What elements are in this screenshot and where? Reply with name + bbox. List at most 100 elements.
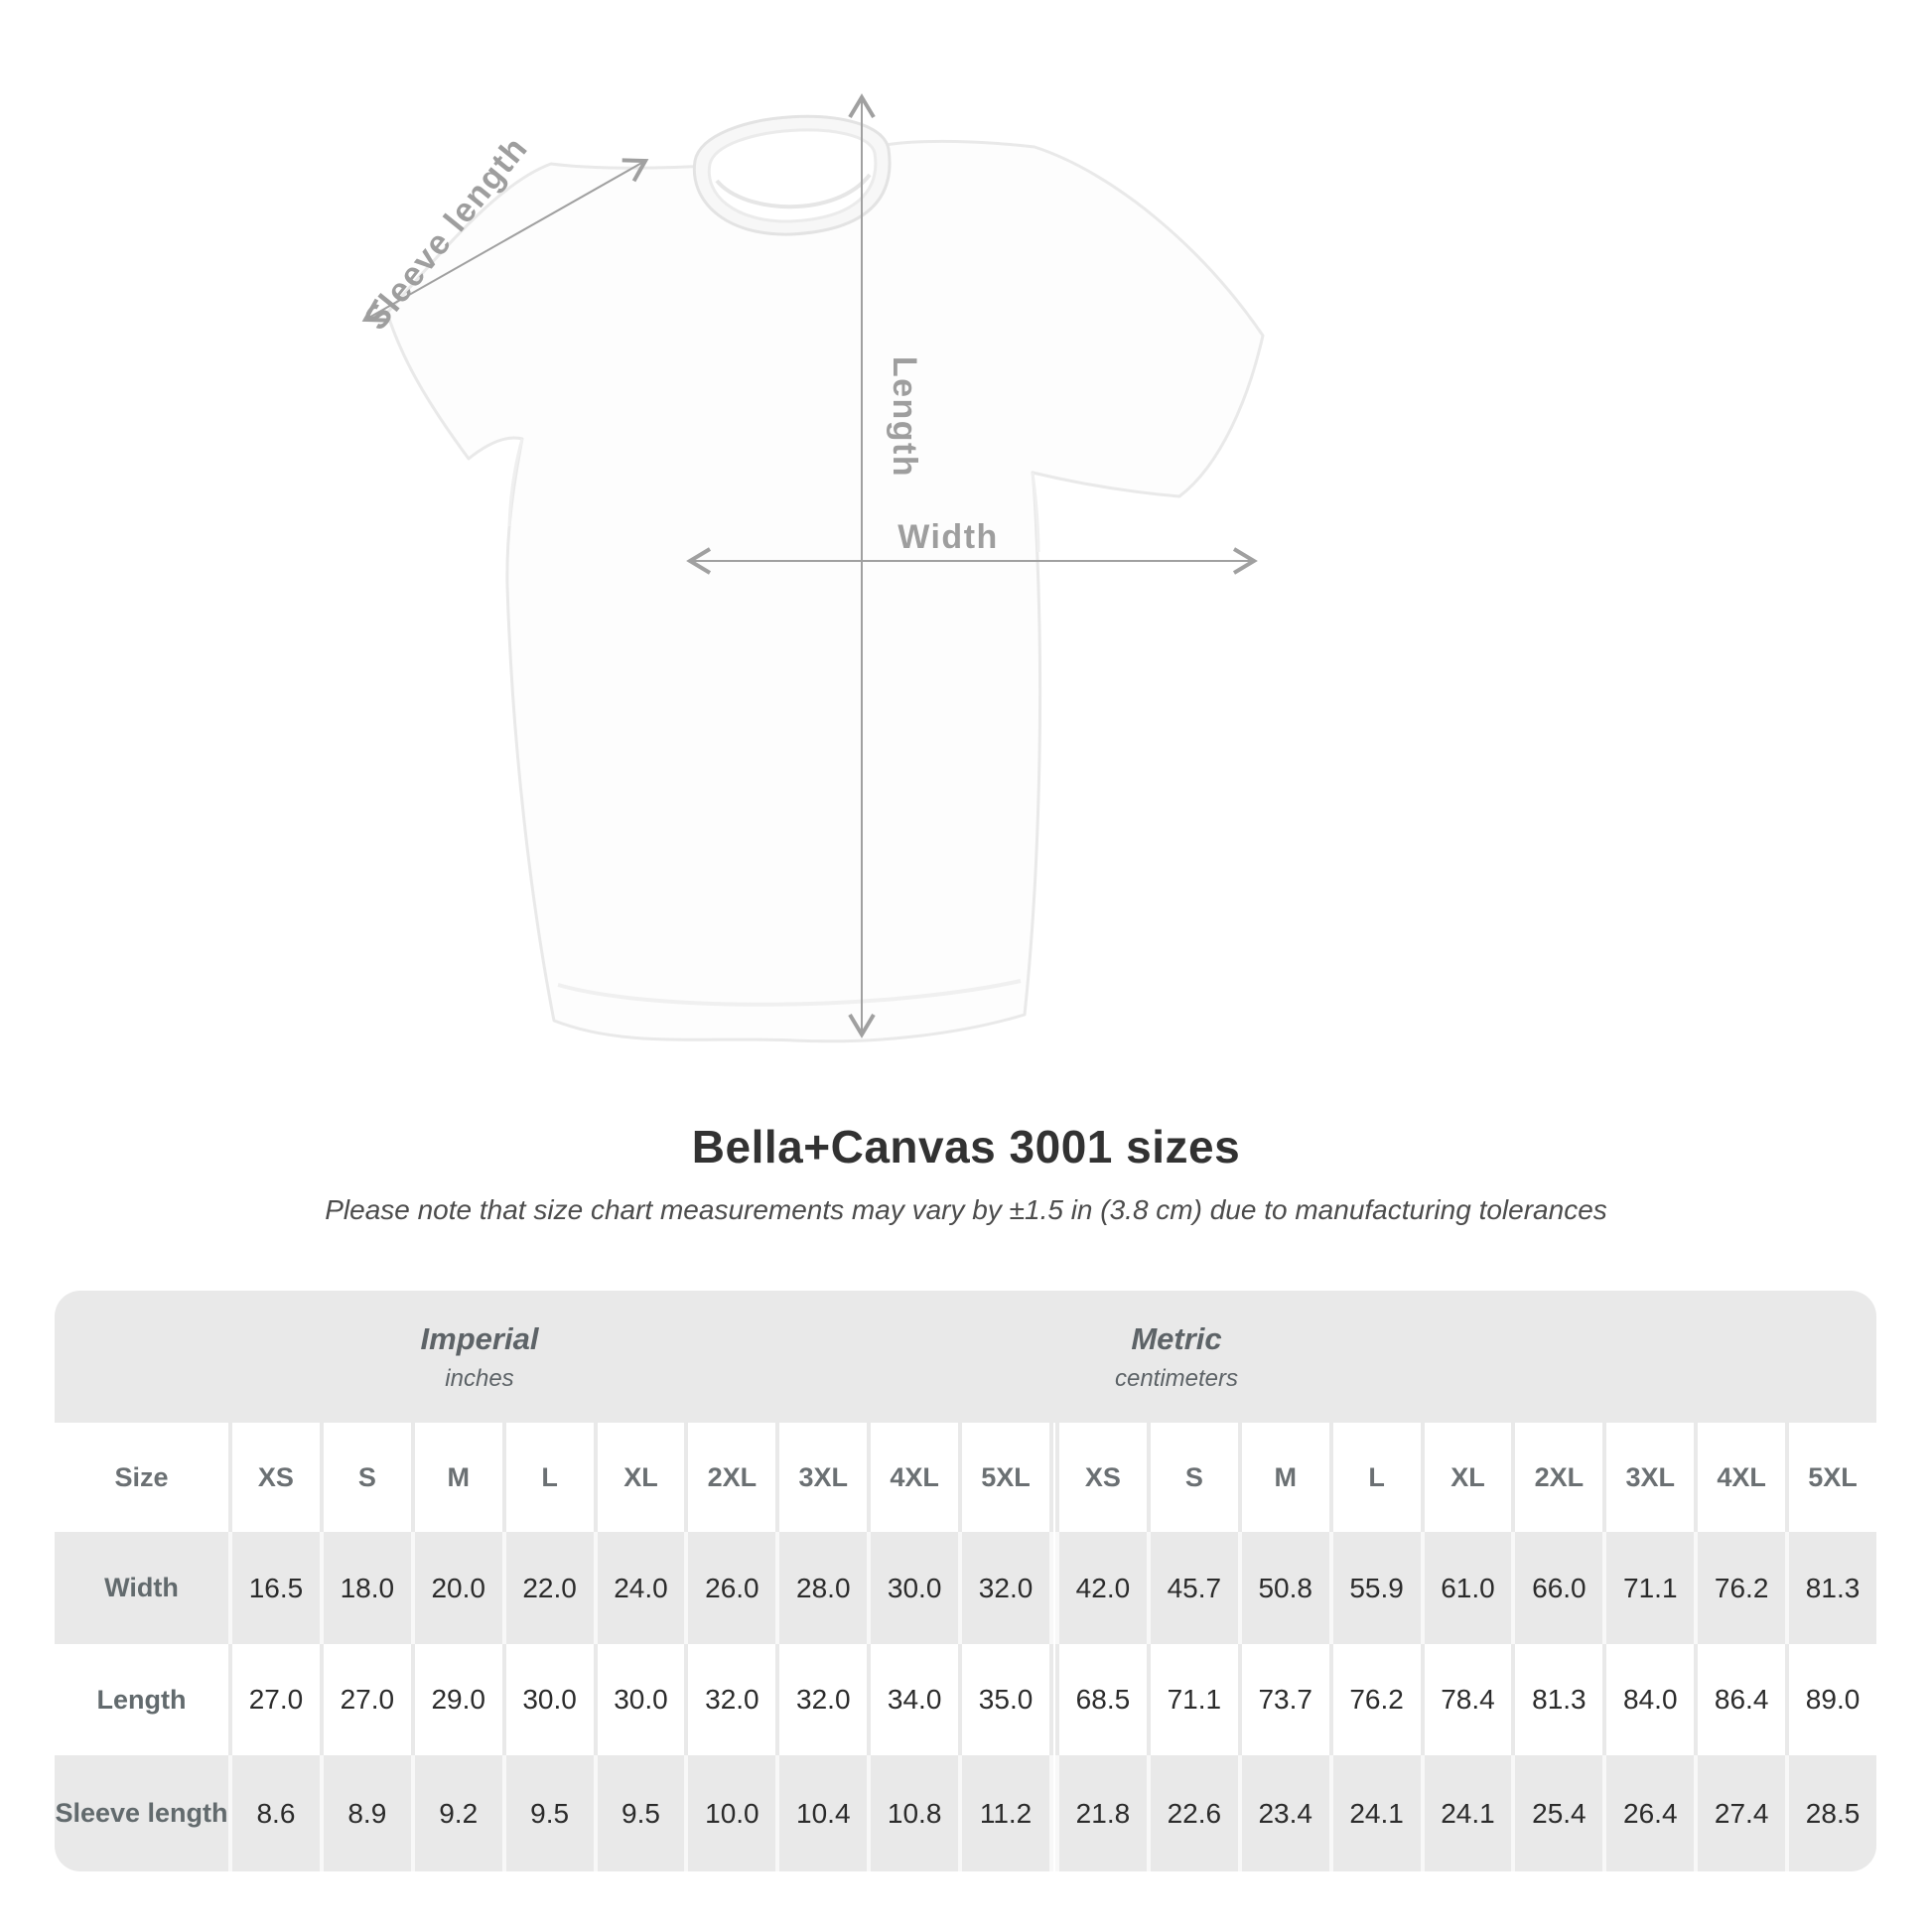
table-cell: 24.1	[1424, 1755, 1512, 1871]
col-header-metric-s: S	[1150, 1423, 1238, 1532]
table-cell: 55.9	[1332, 1532, 1421, 1644]
table-cell: 86.4	[1698, 1644, 1786, 1755]
col-header-metric-2xl: 2XL	[1515, 1423, 1603, 1532]
sleeve-length-row-label: Sleeve length	[55, 1755, 228, 1871]
table-cell: 61.0	[1424, 1532, 1512, 1644]
size-corner-header: Size	[55, 1423, 228, 1532]
table-cell: 21.8	[1058, 1755, 1147, 1871]
table-cell: 22.6	[1150, 1755, 1238, 1871]
right-sleeve-seam	[1031, 472, 1040, 553]
col-header-metric-5xl: 5XL	[1789, 1423, 1876, 1532]
table-cell: 68.5	[1058, 1644, 1147, 1755]
table-cell: 76.2	[1698, 1532, 1786, 1644]
table-cell: 25.4	[1515, 1755, 1603, 1871]
table-cell: 84.0	[1606, 1644, 1695, 1755]
length-label: Length	[886, 356, 923, 478]
table-cell: 26.0	[688, 1532, 776, 1644]
table-cell: 10.4	[779, 1755, 868, 1871]
table-cell: 66.0	[1515, 1532, 1603, 1644]
length-row-label: Length	[55, 1644, 228, 1755]
col-header-imperial-2xl: 2XL	[688, 1423, 776, 1532]
table-cell: 9.5	[505, 1755, 594, 1871]
page-title: Bella+Canvas 3001 sizes	[691, 1121, 1241, 1173]
imperial-label: Imperial	[420, 1320, 539, 1356]
table-cell: 81.3	[1515, 1644, 1603, 1755]
width-row-label: Width	[55, 1532, 228, 1644]
tshirt-body	[385, 139, 1265, 1043]
table-cell: 78.4	[1424, 1644, 1512, 1755]
table-cell: 26.4	[1606, 1755, 1695, 1871]
table-cell: 24.0	[597, 1532, 685, 1644]
width-label: Width	[897, 518, 999, 556]
table-cell: 45.7	[1150, 1532, 1238, 1644]
table-cell: 27.0	[232, 1644, 320, 1755]
table-cell: 71.1	[1606, 1532, 1695, 1644]
imperial-group-header: Imperial inches	[421, 1321, 539, 1393]
table-cell: 27.0	[323, 1644, 411, 1755]
col-header-imperial-5xl: 5XL	[962, 1423, 1049, 1532]
table-cell: 10.8	[871, 1755, 959, 1871]
col-header-metric-xs: XS	[1058, 1423, 1147, 1532]
section-gap	[1052, 1644, 1055, 1755]
left-sleeve-seam	[507, 438, 524, 527]
tshirt-measurement-figure: Sleeve length Length Width	[357, 93, 1265, 1043]
table-cell: 30.0	[871, 1532, 959, 1644]
table-cell: 30.0	[505, 1644, 594, 1755]
table-cell: 28.0	[779, 1532, 868, 1644]
size-header-row: Size XS S M L XL 2XL 3XL 4XL 5XL XS S M …	[55, 1423, 1876, 1532]
col-header-imperial-xl: XL	[597, 1423, 685, 1532]
col-header-imperial-s: S	[323, 1423, 411, 1532]
col-header-imperial-m: M	[414, 1423, 502, 1532]
col-header-metric-l: L	[1332, 1423, 1421, 1532]
table-cell: 71.1	[1150, 1644, 1238, 1755]
table-cell: 24.1	[1332, 1755, 1421, 1871]
table-cell: 22.0	[505, 1532, 594, 1644]
section-gap	[1052, 1532, 1055, 1644]
table-cell: 30.0	[597, 1644, 685, 1755]
table-cell: 9.2	[414, 1755, 502, 1871]
section-gap	[1052, 1755, 1055, 1871]
col-header-metric-m: M	[1241, 1423, 1329, 1532]
table-cell: 23.4	[1241, 1755, 1329, 1871]
table-cell: 18.0	[323, 1532, 411, 1644]
table-cell: 29.0	[414, 1644, 502, 1755]
table-cell: 73.7	[1241, 1644, 1329, 1755]
table-cell: 28.5	[1789, 1755, 1876, 1871]
table-cell: 34.0	[871, 1644, 959, 1755]
hem-stitch	[557, 979, 1022, 1007]
imperial-unit-label: inches	[445, 1364, 514, 1392]
table-cell: 32.0	[688, 1644, 776, 1755]
col-header-imperial-l: L	[505, 1423, 594, 1532]
table-cell: 89.0	[1789, 1644, 1876, 1755]
table-cell: 8.6	[232, 1755, 320, 1871]
col-header-metric-xl: XL	[1424, 1423, 1512, 1532]
section-gap	[1052, 1423, 1055, 1532]
sleeve-length-row: Sleeve length 8.6 8.9 9.2 9.5 9.5 10.0 1…	[55, 1755, 1876, 1871]
table-cell: 32.0	[779, 1644, 868, 1755]
table-cell: 10.0	[688, 1755, 776, 1871]
table-cell: 50.8	[1241, 1532, 1329, 1644]
length-row: Length 27.0 27.0 29.0 30.0 30.0 32.0 32.…	[55, 1644, 1876, 1755]
col-header-metric-4xl: 4XL	[1698, 1423, 1786, 1532]
table-cell: 42.0	[1058, 1532, 1147, 1644]
col-header-imperial-4xl: 4XL	[871, 1423, 959, 1532]
table-cell: 27.4	[1698, 1755, 1786, 1871]
col-header-imperial-3xl: 3XL	[779, 1423, 868, 1532]
metric-label: Metric	[1131, 1320, 1222, 1356]
table-cell: 76.2	[1332, 1644, 1421, 1755]
width-row: Width 16.5 18.0 20.0 22.0 24.0 26.0 28.0…	[55, 1532, 1876, 1644]
metric-unit-label: centimeters	[1114, 1364, 1239, 1392]
metric-group-header: Metric centimeters	[1115, 1321, 1238, 1393]
table-cell: 16.5	[232, 1532, 320, 1644]
size-table: Imperial inches Metric centimeters Size …	[55, 1291, 1876, 1871]
col-header-imperial-xs: XS	[232, 1423, 320, 1532]
table-cell: 8.9	[323, 1755, 411, 1871]
table-cell: 11.2	[962, 1755, 1049, 1871]
table-cell: 35.0	[962, 1644, 1049, 1755]
table-cell: 32.0	[962, 1532, 1049, 1644]
table-cell: 81.3	[1789, 1532, 1876, 1644]
table-cell: 9.5	[597, 1755, 685, 1871]
tolerance-note: Please note that size chart measurements…	[325, 1194, 1607, 1225]
sleeve-length-arrow	[361, 158, 649, 323]
